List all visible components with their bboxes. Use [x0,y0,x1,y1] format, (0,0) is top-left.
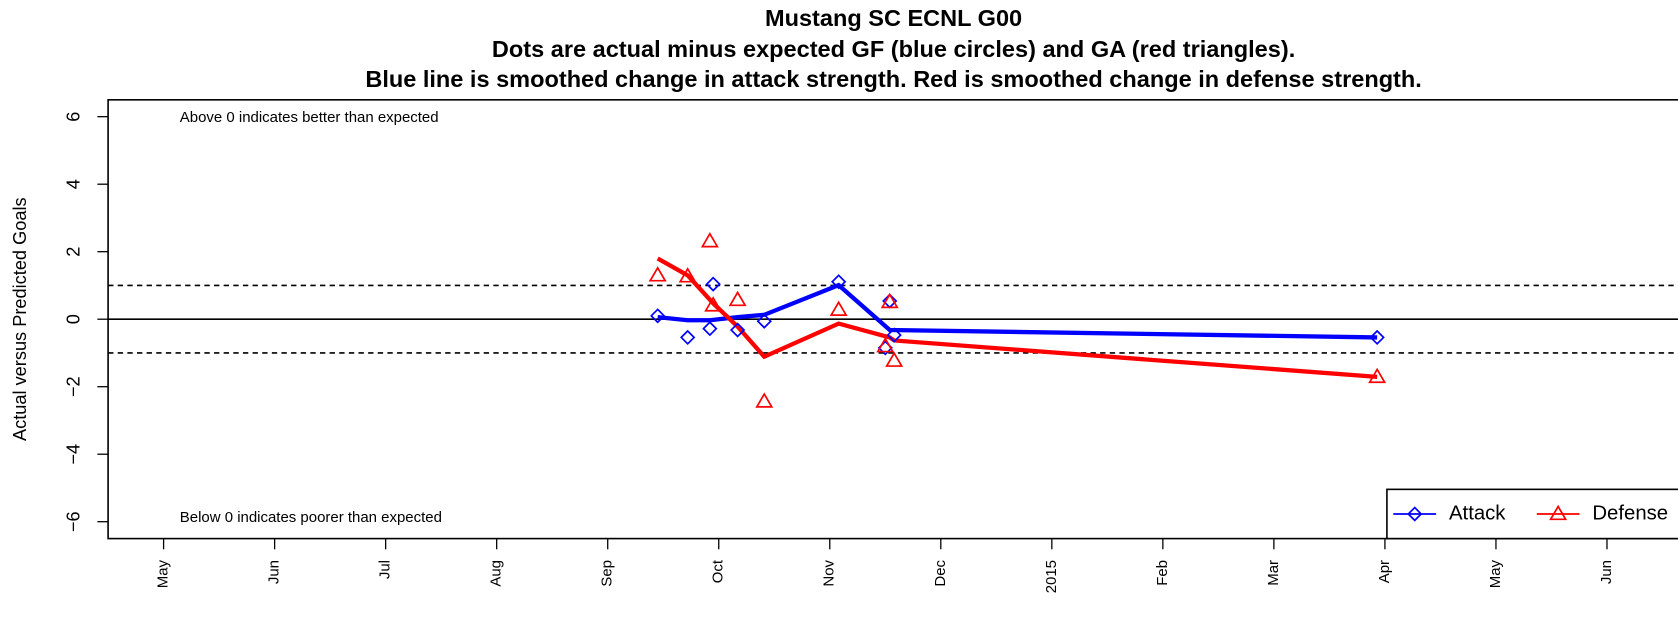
x-tick-label: Dec [932,559,949,586]
x-tick-label: Oct [710,559,727,583]
defense-point [829,300,848,316]
x-tick-label: Nov [821,559,838,586]
y-tick-label: 2 [64,247,84,257]
y-tick-label: 0 [64,314,84,324]
attack-point [702,321,718,337]
annotation: Above 0 indicates better than expected [180,109,439,126]
attack-point [680,329,696,346]
smoothed-line [656,256,1378,380]
legend-marker [1407,506,1423,522]
defense-point [885,351,904,367]
attack-point [650,308,666,324]
x-tick-label: Feb [1154,560,1171,586]
x-tick-label: 2015 [1043,560,1060,593]
attack-point [729,322,746,338]
x-tick-label: May [1487,559,1504,588]
smoothed-line [657,282,1378,340]
y-tick-label: 6 [64,112,84,122]
defense-point [876,337,895,353]
defense-point [728,290,747,307]
x-tick-label: Jun [1598,560,1615,584]
chart-subtitle: Dots are actual minus expected GF (blue … [492,36,1295,62]
x-tick-label: May [155,559,172,588]
legend-label: Defense [1592,502,1668,524]
y-tick-label: 4 [64,179,84,189]
x-tick-label: Jul [377,560,394,579]
attack-point [831,274,847,290]
attack-point [1369,329,1385,346]
attack-point [756,313,772,329]
chart-subtitle: Blue line is smoothed change in attack s… [365,66,1421,92]
y-tick-label: −6 [64,511,84,532]
legend-label: Attack [1449,502,1506,524]
legend-marker [1549,504,1568,521]
x-tick-label: Mar [1265,560,1282,586]
defense-point [704,296,723,312]
y-axis-label: Actual versus Predicted Goals [10,197,30,441]
x-tick-label: Aug [488,560,505,587]
x-tick-label: Sep [599,560,616,587]
defense-point [880,292,899,309]
x-tick-label: Jun [266,560,283,584]
defense-point [755,392,774,408]
annotation: Below 0 indicates poorer than expected [180,509,442,526]
attack-point [886,327,902,343]
x-tick-label: Apr [1376,560,1393,583]
attack-point [705,276,721,292]
y-tick-label: −4 [64,444,84,465]
chart-title: Mustang SC ECNL G00 [765,5,1022,31]
defense-point [700,232,719,248]
defense-point [1368,367,1387,384]
y-tick-label: −2 [64,376,84,397]
defense-point [678,267,697,283]
defense-point [648,266,667,282]
